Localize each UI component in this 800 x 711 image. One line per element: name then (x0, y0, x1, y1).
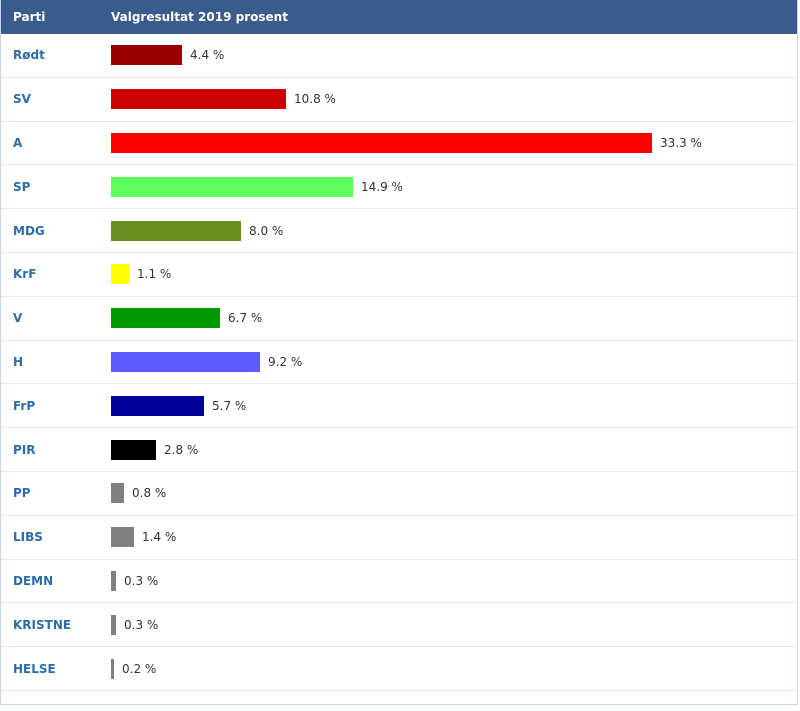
data-label: 1.4 % (142, 530, 177, 545)
party-link[interactable]: PP (13, 486, 31, 501)
table-row: MDG 8.0 % (1, 209, 797, 253)
table-row: V 6.7 % (1, 297, 797, 341)
result-column-header: Valgresultat 2019 prosent (111, 10, 288, 24)
party-link[interactable]: Rødt (13, 48, 45, 63)
data-label: 0.3 % (124, 617, 159, 632)
party-link[interactable]: SP (13, 179, 31, 194)
table-row: A 33.3 % (1, 122, 797, 166)
data-label: 0.8 % (132, 486, 167, 501)
bar-cell: 1.1 % (111, 253, 797, 296)
party-link[interactable]: KrF (13, 267, 37, 282)
party-link[interactable]: MDG (13, 223, 45, 238)
table-row: KRISTNE 0.3 % (1, 603, 797, 648)
party-link[interactable]: FrP (13, 398, 36, 413)
table-row: HELSE 0.2 % (1, 647, 797, 691)
bar (111, 264, 129, 285)
table-header: Parti Valgresultat 2019 prosent (1, 0, 797, 34)
data-label: 9.2 % (268, 354, 303, 369)
data-label: 33.3 % (660, 135, 702, 150)
bar (111, 614, 116, 635)
bar (111, 220, 241, 241)
bar (111, 176, 353, 197)
table-body: Rødt 4.4 % SV 10.8 % A 33.3 % SP 14.9 % MDG 8.0 %… (1, 34, 797, 691)
data-label: 10.8 % (294, 92, 336, 107)
party-column-header: Parti (13, 10, 46, 24)
party-link[interactable]: HELSE (13, 661, 56, 676)
table-row: SP 14.9 % (1, 165, 797, 210)
table-row: H 9.2 % (1, 341, 797, 385)
table-row: KrF 1.1 % (1, 253, 797, 297)
bar-cell: 33.3 % (111, 122, 797, 165)
table-row: PP 0.8 % (1, 472, 797, 516)
bar-cell: 5.7 % (111, 384, 797, 427)
bar-cell: 14.9 % (111, 165, 797, 208)
bar-cell: 0.2 % (111, 647, 797, 690)
bar (111, 395, 204, 416)
bar (111, 439, 156, 460)
party-link[interactable]: PIR (13, 442, 36, 457)
party-link[interactable]: KRISTNE (13, 617, 72, 632)
bar-cell: 6.7 % (111, 297, 797, 340)
bar-cell: 1.4 % (111, 516, 797, 559)
bar (111, 308, 220, 329)
table-row: DEMN 0.3 % (1, 560, 797, 604)
bar (111, 132, 652, 153)
table-row: PIR 2.8 % (1, 428, 797, 472)
data-label: 1.1 % (137, 267, 172, 282)
bar (111, 527, 134, 548)
bar (111, 483, 124, 504)
bar (111, 351, 260, 372)
table-row: SV 10.8 % (1, 78, 797, 122)
data-label: 0.2 % (122, 661, 157, 676)
data-label: 5.7 % (212, 398, 247, 413)
bar-cell: 0.8 % (111, 472, 797, 515)
party-link[interactable]: SV (13, 92, 31, 107)
table-row: LIBS 1.4 % (1, 516, 797, 560)
party-link[interactable]: DEMN (13, 573, 54, 588)
bar-cell: 0.3 % (111, 560, 797, 603)
bar-cell: 2.8 % (111, 428, 797, 471)
bar-cell: 8.0 % (111, 209, 797, 252)
bar-cell: 9.2 % (111, 341, 797, 384)
bar (111, 658, 114, 679)
party-link[interactable]: H (13, 354, 24, 369)
bar (111, 45, 182, 66)
table-row: Rødt 4.4 % (1, 34, 797, 78)
data-label: 8.0 % (249, 223, 284, 238)
data-label: 2.8 % (164, 442, 199, 457)
bar (111, 570, 116, 591)
table-row: FrP 5.7 % (1, 384, 797, 429)
bar-cell: 0.3 % (111, 603, 797, 646)
data-label: 4.4 % (190, 48, 225, 63)
party-link[interactable]: A (13, 135, 23, 150)
bar-cell: 10.8 % (111, 78, 797, 121)
data-label: 0.3 % (124, 573, 159, 588)
party-link[interactable]: V (13, 311, 23, 326)
bar-cell: 4.4 % (111, 34, 797, 77)
data-label: 14.9 % (361, 179, 403, 194)
party-link[interactable]: LIBS (13, 530, 43, 545)
bar (111, 89, 286, 110)
data-label: 6.7 % (228, 311, 263, 326)
